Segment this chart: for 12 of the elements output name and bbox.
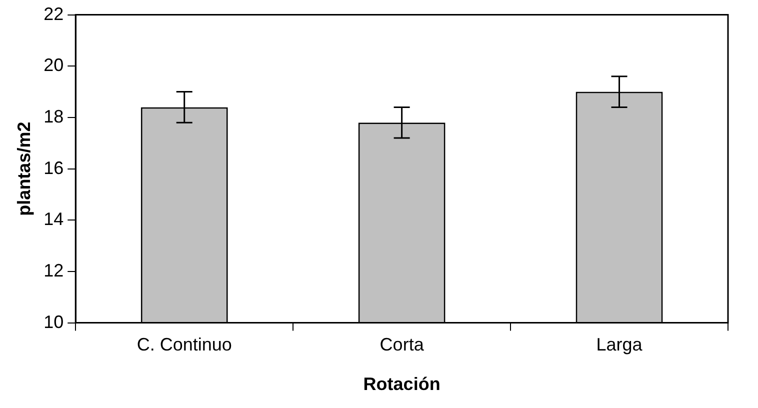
x-tick-label: Corta bbox=[380, 334, 425, 355]
y-tick-label: 18 bbox=[44, 106, 64, 126]
x-tick-label: Larga bbox=[596, 334, 644, 355]
y-tick-label: 16 bbox=[44, 158, 64, 178]
y-tick-label: 12 bbox=[44, 260, 64, 280]
x-tick-label: C. Continuo bbox=[136, 334, 232, 355]
x-axis-title: Rotación bbox=[363, 374, 440, 394]
y-axis-title: plantas/m2 bbox=[14, 122, 34, 216]
y-tick-label: 10 bbox=[44, 312, 64, 332]
y-tick-label: 22 bbox=[44, 4, 64, 24]
y-tick-label: 20 bbox=[44, 55, 64, 76]
y-tick-label: 14 bbox=[44, 209, 64, 230]
